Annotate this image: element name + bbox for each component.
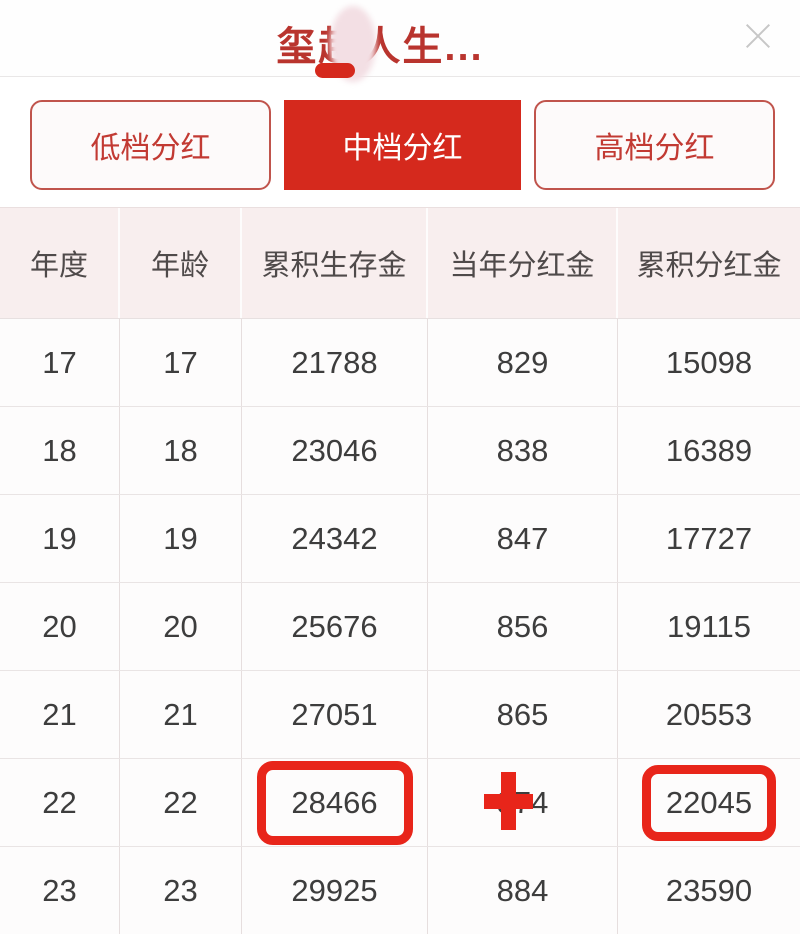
header-year: 年度 <box>0 208 120 318</box>
cell-value: 29925 <box>291 872 378 908</box>
dividend-tabbar: 低档分红 中档分红 高档分红 <box>0 77 800 207</box>
cell-value: 19 <box>42 520 77 556</box>
table-cell: 16389 <box>618 407 800 494</box>
cell-value: 16389 <box>665 432 753 468</box>
cell-value: 20553 <box>665 696 753 732</box>
table-cell: 21788 <box>242 319 428 406</box>
table-cell: 18 <box>0 407 120 494</box>
cell-value: 17 <box>42 344 77 380</box>
cell-value: 20 <box>163 608 198 644</box>
cell-value: 21 <box>42 696 77 732</box>
table-cell: 20 <box>0 583 120 670</box>
cell-value: 21788 <box>291 344 378 380</box>
table-cell: 22 <box>0 759 120 846</box>
table-row: 23 23 29925 884 23590 <box>0 847 800 934</box>
table-cell: 29925 <box>242 847 428 934</box>
table-row: 17 17 21788 829 15098 <box>0 319 800 407</box>
table-cell: 20553 <box>618 671 800 758</box>
table-body: 17 17 21788 829 15098 18 18 23046 838 16389 19 19 24… <box>0 319 800 934</box>
dividend-table: 年度 年龄 累积生存金 当年分红金 累积分红金 17 17 21788 829 1509… <box>0 207 800 934</box>
cell-value: 22 <box>163 784 198 820</box>
cell-value: 23046 <box>291 432 378 468</box>
header-accum-dividend: 累积分红金 <box>636 250 782 282</box>
cell-value: 17727 <box>665 520 753 556</box>
table-cell: 21 <box>120 671 242 758</box>
table-cell: 19 <box>0 495 120 582</box>
tab-low-dividend[interactable]: 低档分红 <box>30 100 271 190</box>
cell-value: 829 <box>496 344 549 380</box>
cell-value: 838 <box>496 432 549 468</box>
table-cell: 884 <box>428 847 618 934</box>
table-cell: 21 <box>0 671 120 758</box>
table-cell: 838 <box>428 407 618 494</box>
table-cell: 17 <box>0 319 120 406</box>
table-cell: 829 <box>428 319 618 406</box>
cell-value: 25676 <box>291 608 378 644</box>
cell-value: 28466 <box>291 784 378 820</box>
table-row: 19 19 24342 847 17727 <box>0 495 800 583</box>
cell-value: 18 <box>42 432 77 468</box>
cell-value: 18 <box>163 432 198 468</box>
table-cell: 19115 <box>618 583 800 670</box>
table-row: 20 20 25676 856 19115 <box>0 583 800 671</box>
table-cell: 19 <box>120 495 242 582</box>
cell-value: 856 <box>496 608 549 644</box>
page-title: 玺越人生... <box>276 25 484 69</box>
table-cell: 22 <box>120 759 242 846</box>
cell-value: 23 <box>163 872 198 908</box>
cell-value: 27051 <box>291 696 378 732</box>
table-cell: 874 <box>428 759 618 846</box>
table-row: 21 21 27051 865 20553 <box>0 671 800 759</box>
cell-value: 19115 <box>667 608 751 644</box>
table-cell: 23590 <box>618 847 800 934</box>
title-underline-indicator <box>315 63 355 78</box>
table-cell: 865 <box>428 671 618 758</box>
cell-value: 23 <box>42 872 77 908</box>
cell-value: 17 <box>163 344 198 380</box>
table-cell: 27051 <box>242 671 428 758</box>
table-cell: 23 <box>0 847 120 934</box>
cell-value: 22 <box>42 784 77 820</box>
tab-medium-dividend[interactable]: 中档分红 <box>284 100 521 190</box>
table-header-row: 年度 年龄 累积生存金 当年分红金 累积分红金 <box>0 208 800 319</box>
table-cell: 17 <box>120 319 242 406</box>
table-cell: 847 <box>428 495 618 582</box>
table-cell: 23 <box>120 847 242 934</box>
table-cell: 25676 <box>242 583 428 670</box>
cell-value: 865 <box>496 696 549 732</box>
table-cell: 22045 <box>618 759 800 846</box>
table-cell: 20 <box>120 583 242 670</box>
cell-value: 24342 <box>291 520 378 556</box>
cell-value: 22045 <box>665 784 753 820</box>
tab-high-dividend[interactable]: 高档分红 <box>534 100 775 190</box>
cell-value: 874 <box>496 784 549 820</box>
header-current-dividend: 当年分红金 <box>428 208 618 318</box>
table-cell: 24342 <box>242 495 428 582</box>
table-row: 22 22 28466 874 22045 <box>0 759 800 847</box>
table-cell: 856 <box>428 583 618 670</box>
table-cell: 15098 <box>618 319 800 406</box>
table-cell: 18 <box>120 407 242 494</box>
cell-value: 19 <box>163 520 198 556</box>
header-age: 年龄 <box>120 208 242 318</box>
table-cell: 17727 <box>618 495 800 582</box>
title-bar: 玺越人生... <box>0 0 800 82</box>
cell-value: 15098 <box>665 344 753 380</box>
table-cell: 28466 <box>242 759 428 846</box>
table-row: 18 18 23046 838 16389 <box>0 407 800 495</box>
cell-value: 847 <box>496 520 549 556</box>
cell-value: 884 <box>496 872 549 908</box>
cell-value: 21 <box>163 696 198 732</box>
header-accum-survival: 累积生存金 <box>242 208 428 318</box>
cell-value: 20 <box>42 608 77 644</box>
table-cell: 23046 <box>242 407 428 494</box>
cell-value: 23590 <box>665 872 753 908</box>
close-icon[interactable] <box>742 20 774 52</box>
